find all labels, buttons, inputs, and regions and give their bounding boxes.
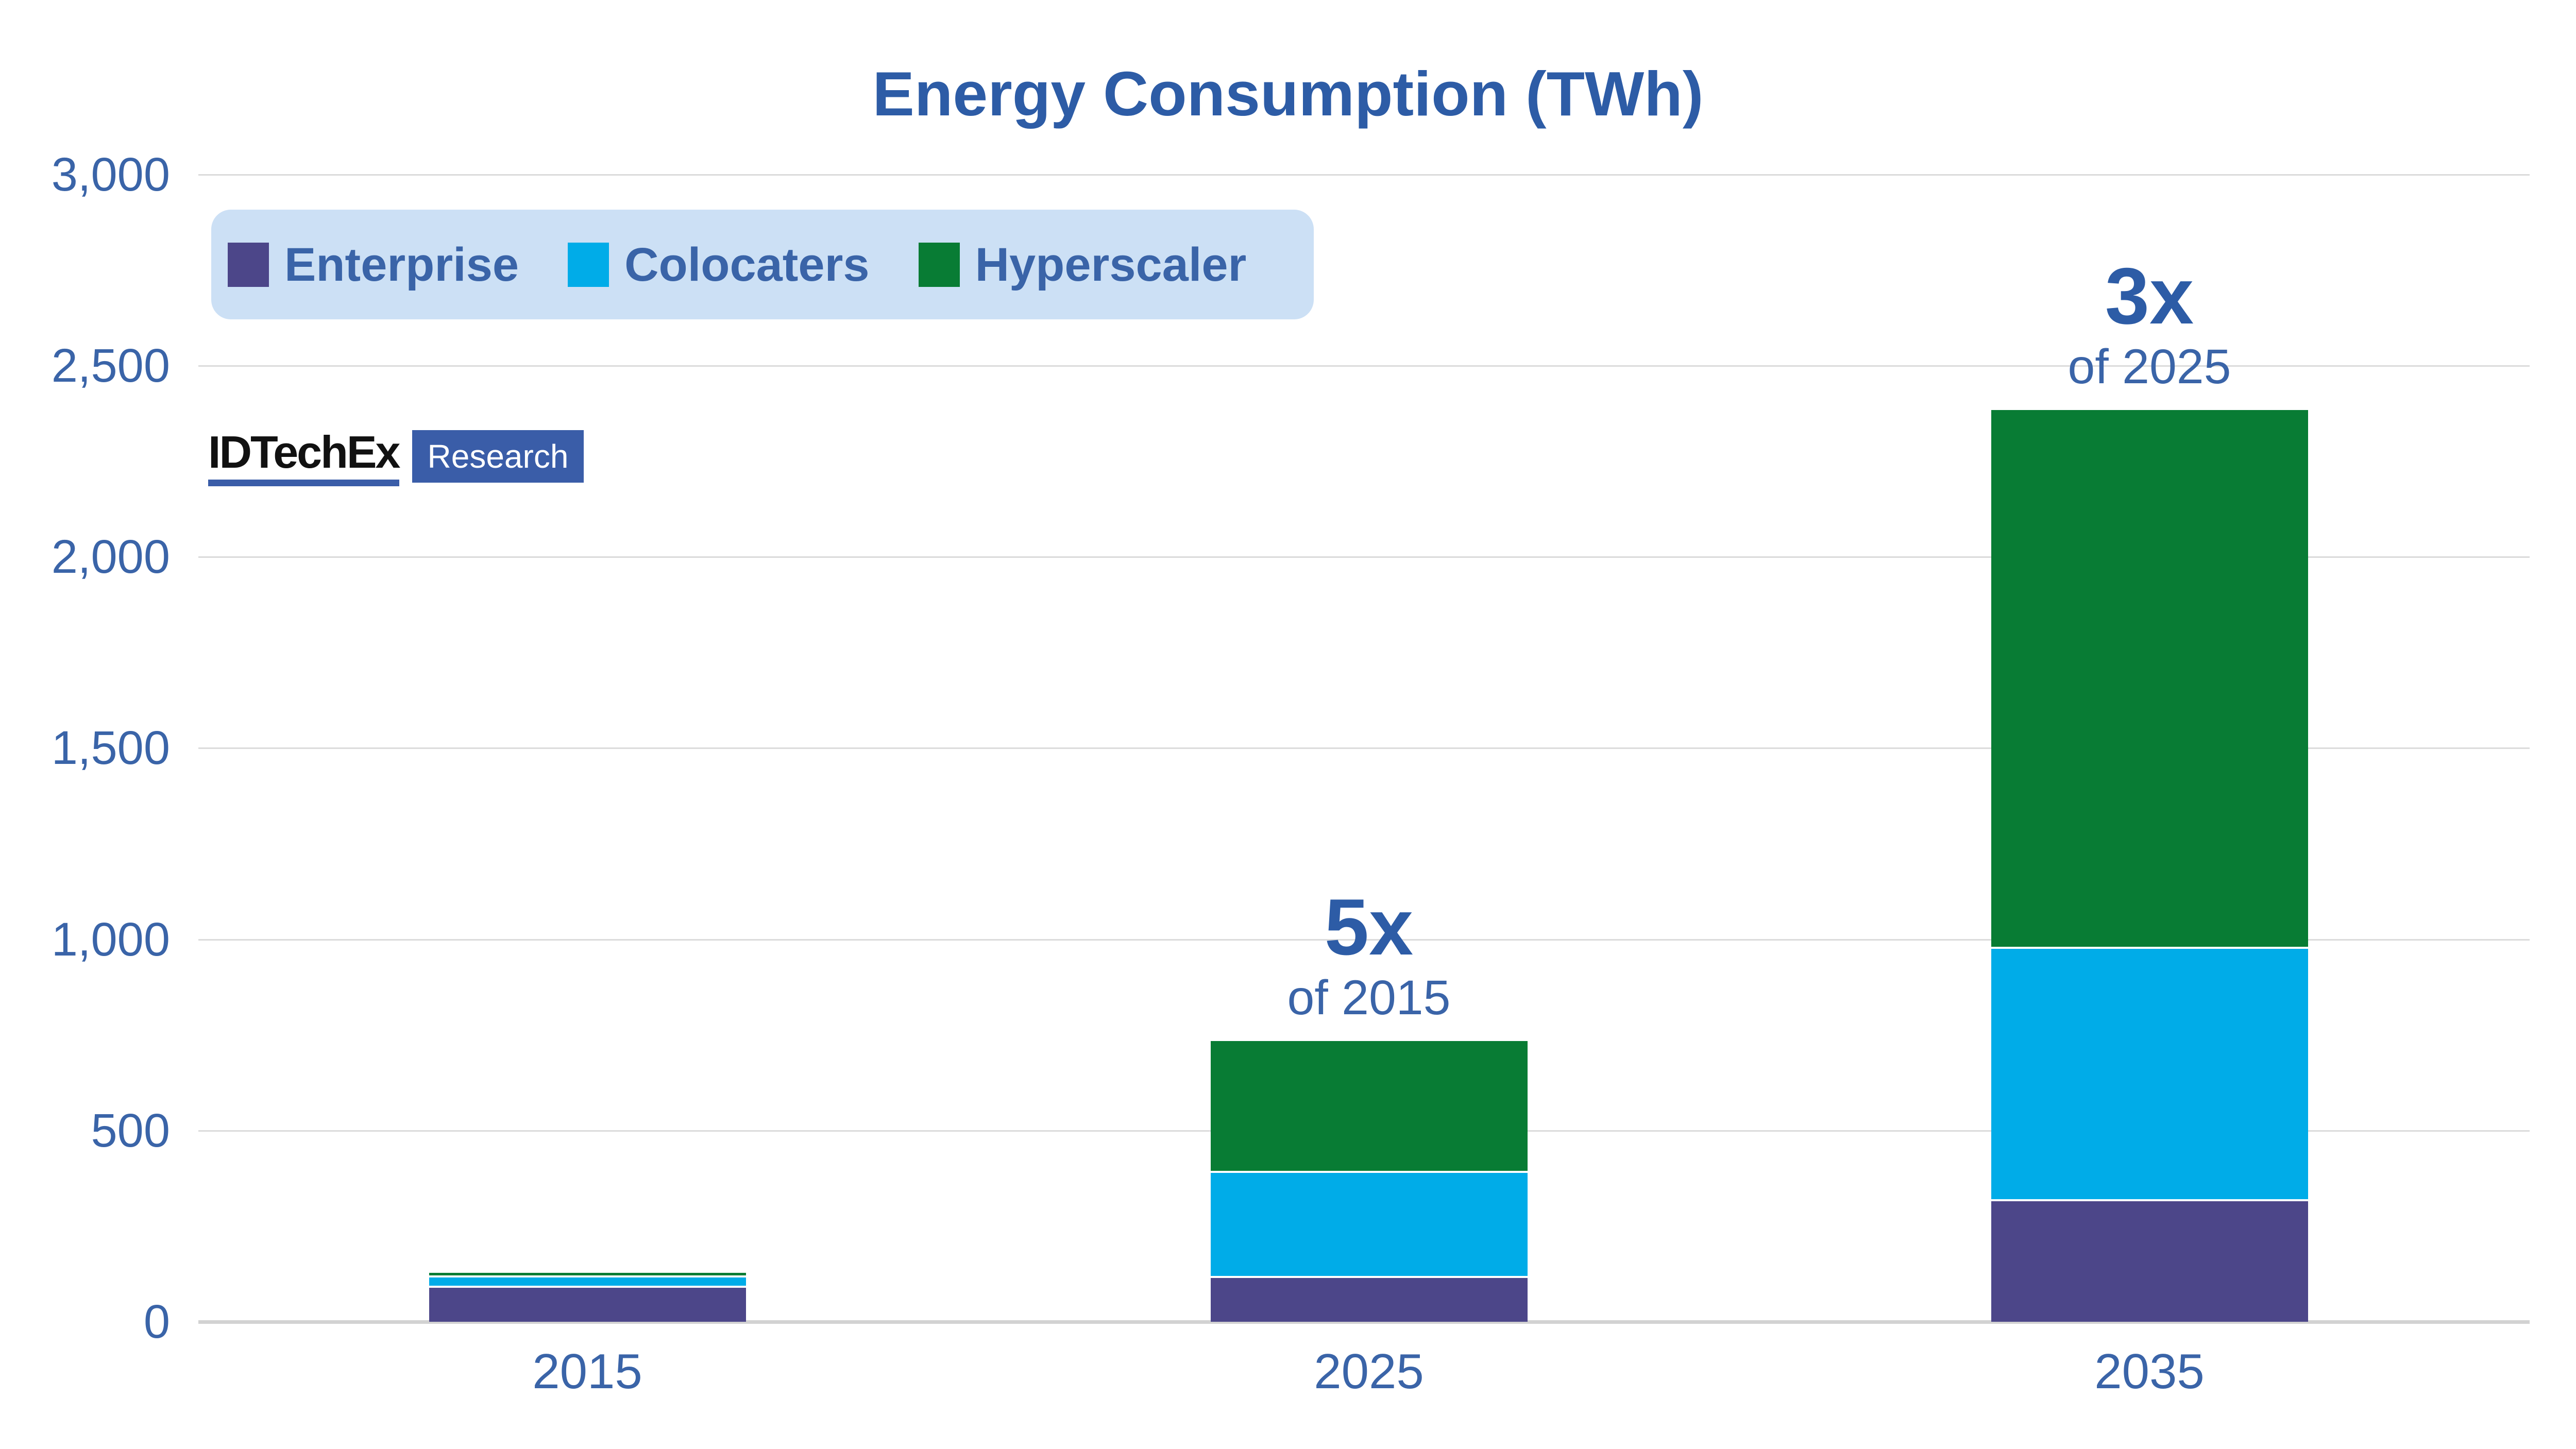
- x-axis-label-2015: 2015: [532, 1344, 642, 1399]
- idtechex-logo: IDTechEx Research: [208, 429, 584, 486]
- legend-item-enterprise: Enterprise: [228, 239, 519, 291]
- legend-swatch-enterprise-icon: [228, 242, 269, 287]
- y-tick-label-2500: 2,500: [51, 339, 170, 392]
- legend-item-hyperscaler: Hyperscaler: [918, 238, 1247, 291]
- legend-label-colocaters: Colocaters: [624, 238, 870, 291]
- gridline-3000: [198, 174, 2530, 176]
- gridline-2000: [198, 556, 2530, 558]
- bar-segment-2015-enterprise: [429, 1285, 746, 1322]
- annotation-headline-2035: 3x: [2105, 251, 2194, 340]
- bar-segment-2025-enterprise: [1210, 1275, 1528, 1322]
- x-axis-label-2035: 2035: [2094, 1344, 2205, 1399]
- annotation-headline-2025: 5x: [1324, 882, 1414, 971]
- legend-label-hyperscaler: Hyperscaler: [975, 238, 1247, 291]
- y-tick-label-1000: 1,000: [51, 913, 170, 966]
- y-tick-label-3000: 3,000: [51, 148, 170, 201]
- logo-brand-block: IDTechEx: [208, 427, 400, 486]
- bar-segment-2025-colocaters: [1210, 1170, 1528, 1276]
- y-tick-label-2000: 2,000: [51, 531, 170, 584]
- annotation-subline-2035: of 2025: [2067, 339, 2231, 394]
- y-tick-label-0: 0: [143, 1295, 170, 1348]
- annotation-subline-2025: of 2015: [1287, 970, 1451, 1025]
- legend-label-enterprise: Enterprise: [284, 238, 519, 291]
- bar-2015: [429, 1270, 746, 1322]
- logo-underline: [208, 480, 399, 486]
- chart-title: Energy Consumption (TWh): [872, 59, 1704, 129]
- y-tick-label-500: 500: [91, 1104, 171, 1157]
- bar-segment-2015-hyperscaler: [429, 1270, 746, 1275]
- bar-2035: [1991, 407, 2308, 1322]
- y-tick-label-1500: 1,500: [51, 722, 170, 775]
- x-axis-line: [198, 1320, 2530, 1324]
- legend-item-colocaters: Colocaters: [568, 239, 870, 291]
- bar-segment-2025-hyperscaler: [1210, 1038, 1528, 1171]
- bar-segment-2035-hyperscaler: [1991, 407, 2308, 947]
- bar-segment-2035-colocaters: [1991, 947, 2308, 1200]
- bar-2025: [1210, 1038, 1528, 1322]
- logo-brand-text: IDTechEx: [208, 427, 400, 478]
- gridline-2500: [198, 365, 2530, 367]
- bar-segment-2015-colocaters: [429, 1275, 746, 1286]
- logo-research-tag: Research: [412, 430, 584, 483]
- gridline-1500: [198, 747, 2530, 749]
- annotation-2035: 3x of 2025: [1943, 253, 2355, 395]
- legend: Enterprise Colocaters Hyperscaler: [211, 210, 1314, 319]
- x-axis-label-2025: 2025: [1314, 1344, 1424, 1399]
- bar-segment-2035-enterprise: [1991, 1199, 2308, 1322]
- legend-swatch-hyperscaler-icon: [918, 242, 960, 287]
- annotation-2025: 5x of 2015: [1163, 884, 1575, 1026]
- legend-swatch-colocaters-icon: [568, 242, 609, 287]
- gridline-1000: [198, 939, 2530, 941]
